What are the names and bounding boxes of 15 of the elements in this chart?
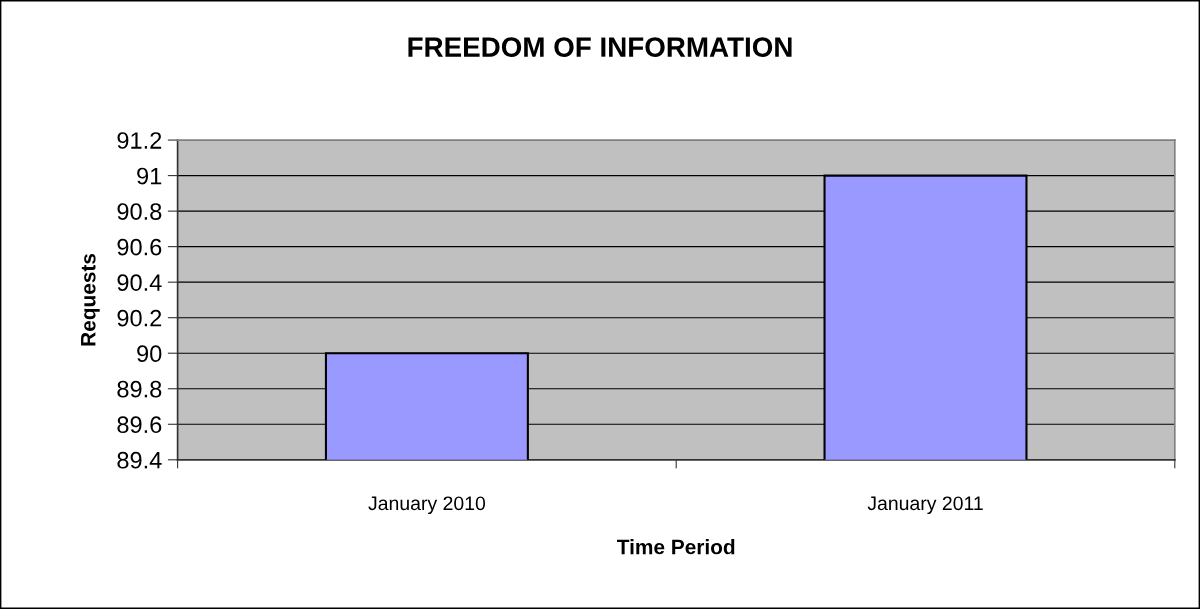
x-tick-label: January 2011: [867, 496, 983, 515]
y-axis-title: Requests: [81, 253, 100, 346]
y-tick-label: 91.2: [117, 132, 162, 149]
y-tick-label: 90.4: [117, 274, 162, 291]
y-tick-label: 89.6: [117, 416, 162, 434]
y-tick-label: 90.8: [117, 203, 162, 220]
x-axis-title: Time Period: [617, 539, 735, 555]
chart-title: FREEDOM OF INFORMATION: [408, 37, 792, 57]
y-tick-label: 89.4: [117, 451, 162, 469]
y-tick-label: 90.2: [117, 309, 162, 327]
y-tick-label: 89.8: [117, 380, 162, 398]
y-tick-label: 91: [137, 167, 162, 185]
y-tick-label: 90: [137, 345, 162, 363]
y-tick-label: 90.6: [117, 238, 162, 256]
x-tick-label: January 2010: [368, 496, 486, 515]
